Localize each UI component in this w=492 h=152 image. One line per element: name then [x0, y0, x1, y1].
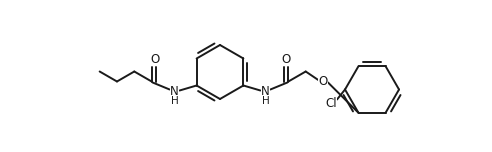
Text: N: N [170, 85, 179, 98]
Text: N: N [261, 85, 270, 98]
Text: H: H [262, 95, 269, 105]
Text: O: O [318, 75, 328, 88]
Text: H: H [171, 95, 179, 105]
Text: Cl: Cl [325, 97, 337, 110]
Text: O: O [150, 53, 159, 66]
Text: O: O [282, 53, 291, 66]
